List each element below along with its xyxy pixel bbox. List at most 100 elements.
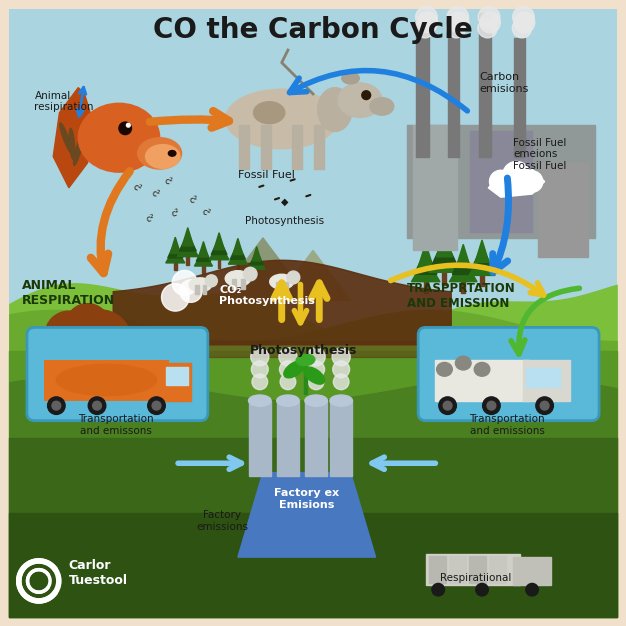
Polygon shape [432,238,457,264]
Circle shape [487,401,496,410]
Circle shape [513,6,534,28]
Bar [237,263,239,272]
Bar [305,401,327,476]
Polygon shape [170,237,180,254]
Polygon shape [197,246,210,261]
Circle shape [416,6,437,28]
Text: Respiratiional: Respiratiional [440,573,511,583]
Ellipse shape [69,128,75,160]
Circle shape [119,122,131,135]
Ellipse shape [78,103,160,172]
Bar [449,556,466,583]
Circle shape [417,13,438,33]
Circle shape [512,18,531,38]
Text: c²: c² [164,177,174,187]
Bar [239,125,249,169]
Bar [284,282,288,291]
Text: Transportation
and emissons: Transportation and emissons [78,414,153,436]
Polygon shape [230,243,245,259]
Circle shape [279,361,297,378]
Bar [461,280,465,292]
Circle shape [85,329,135,379]
Text: c²: c² [145,213,156,225]
Text: Carbon
emisions: Carbon emisions [479,72,528,94]
Bar [429,556,446,583]
Circle shape [478,6,500,28]
Ellipse shape [270,274,294,289]
Text: CO the Carbon Cycle: CO the Carbon Cycle [153,16,473,44]
Bar [174,262,177,270]
Polygon shape [436,230,453,257]
Circle shape [308,374,324,389]
Circle shape [172,270,197,295]
Bar [413,125,457,250]
Bar [240,279,245,289]
Circle shape [152,401,161,410]
Ellipse shape [277,395,299,406]
Circle shape [540,401,549,410]
Ellipse shape [370,98,394,115]
Ellipse shape [189,278,212,292]
Ellipse shape [338,83,382,118]
Bar [424,280,428,293]
Ellipse shape [60,123,71,153]
Text: c²: c² [132,182,143,193]
Polygon shape [216,238,310,300]
Circle shape [52,401,61,410]
Bar [538,163,588,257]
Polygon shape [182,228,193,246]
Ellipse shape [225,89,338,149]
FancyBboxPatch shape [418,327,599,421]
Circle shape [443,401,452,410]
Ellipse shape [73,135,83,165]
Polygon shape [209,243,229,260]
Ellipse shape [437,362,452,376]
Ellipse shape [305,395,327,406]
Circle shape [526,583,538,596]
Ellipse shape [56,364,156,396]
Circle shape [332,348,351,366]
Polygon shape [250,250,263,265]
Ellipse shape [284,361,305,378]
Circle shape [162,284,189,311]
Bar [249,401,271,476]
Circle shape [448,13,469,33]
Text: c²: c² [170,207,181,218]
Circle shape [362,91,371,100]
Text: Carlor
Tuestool: Carlor Tuestool [69,559,128,587]
Circle shape [126,123,130,127]
Circle shape [205,275,217,287]
Ellipse shape [254,102,285,124]
Circle shape [180,280,202,302]
Circle shape [478,18,497,38]
Bar [218,259,220,268]
Bar [314,125,324,169]
Circle shape [48,397,65,414]
Bar [44,360,169,401]
Circle shape [446,18,466,38]
Bar [443,270,446,284]
Bar [187,255,189,265]
Bar [277,282,280,291]
Circle shape [521,171,543,192]
Circle shape [280,374,295,389]
Circle shape [252,374,268,389]
Ellipse shape [317,88,352,131]
Polygon shape [233,239,243,255]
Circle shape [333,361,349,378]
Bar [470,131,532,232]
Bar [407,125,595,238]
Bar [261,125,271,169]
Bar [255,268,258,275]
Polygon shape [488,169,545,197]
Bar [195,285,199,294]
Ellipse shape [145,145,180,168]
Circle shape [66,304,110,347]
Bar [277,401,299,476]
Circle shape [480,13,500,33]
Ellipse shape [249,395,271,406]
Polygon shape [166,247,185,263]
Circle shape [45,311,93,359]
Text: Factory
emissions: Factory emissions [196,510,249,532]
Polygon shape [249,255,265,269]
